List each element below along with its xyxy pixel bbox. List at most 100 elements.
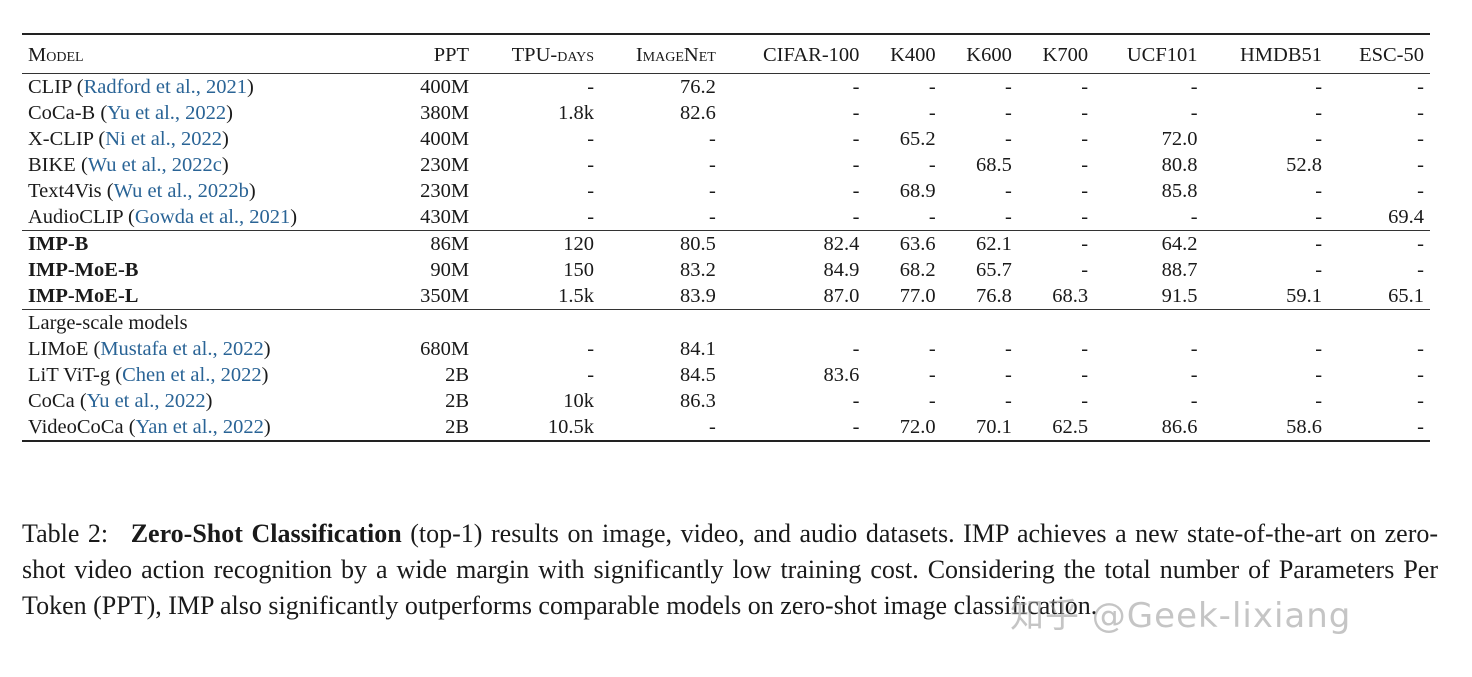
value-cell: -	[1005, 206, 1012, 228]
model-name: BIKE	[28, 154, 76, 176]
value-cell: 400M	[420, 128, 470, 150]
value-cell: -	[709, 416, 716, 438]
value-cell: -	[1005, 180, 1012, 202]
value-cell: -	[709, 128, 716, 150]
value-cell: -	[1315, 102, 1323, 124]
value-cell: -	[1081, 364, 1089, 386]
value-cell: -	[852, 338, 860, 360]
col-k700: K700	[1042, 44, 1089, 66]
value-cell: 120	[475, 230, 601, 257]
value-cell: 83.6	[823, 364, 860, 386]
value-cell: -	[1417, 180, 1424, 202]
model-name: IMP-B	[28, 233, 89, 255]
value-cell: -	[852, 76, 860, 98]
model-name: X-CLIP	[28, 128, 94, 150]
col-k400: K400	[890, 44, 936, 66]
value-cell: -	[1315, 76, 1323, 98]
table-row: Text4Vis (Wu et al., 2022b) 230M - - - 68.9 - -…	[22, 178, 1430, 204]
value-cell: -	[1315, 338, 1323, 360]
table-caption: Table 2: Zero-Shot Classification (top-1…	[22, 516, 1438, 624]
citation-link[interactable]: Wu et al., 2022c	[87, 154, 222, 176]
value-cell: 80.5	[600, 230, 722, 257]
header-row: Model PPT TPU-days ImageNet CIFAR-100 K4…	[22, 34, 1430, 74]
col-ucf101: UCF101	[1126, 44, 1198, 66]
value-cell: 230M	[420, 180, 470, 202]
caption-text: (top-1) results on image, video, and aud…	[22, 519, 1439, 620]
value-cell: -	[1081, 180, 1089, 202]
value-cell: 86.3	[679, 390, 716, 412]
table-row: IMP-MoE-L 350M 1.5k 83.9 87.0 77.0 76.8 68.3 91.…	[22, 283, 1430, 310]
value-cell: -	[587, 154, 595, 176]
citation-link[interactable]: Chen et al., 2022	[122, 364, 262, 386]
col-k600: K600	[966, 44, 1012, 66]
value-cell: 680M	[420, 338, 470, 360]
citation-link[interactable]: Yu et al., 2022	[86, 390, 206, 412]
model-cell: LIMoE (Mustafa et al., 2022)	[28, 338, 271, 360]
value-cell: 69.4	[1388, 206, 1424, 228]
value-cell: 76.8	[975, 285, 1012, 307]
value-cell: -	[852, 390, 860, 412]
value-cell: 68.2	[899, 259, 936, 281]
value-cell: -	[1417, 364, 1424, 386]
group-title: Large-scale models	[22, 309, 1430, 336]
value-cell: -	[928, 364, 936, 386]
value-cell: -	[852, 180, 860, 202]
value-cell: -	[1005, 364, 1012, 386]
citation-link[interactable]: Mustafa et al., 2022	[100, 338, 264, 360]
value-cell: -	[1081, 154, 1089, 176]
value-cell: -	[709, 206, 716, 228]
citation-link[interactable]: Radford et al., 2021	[83, 76, 248, 98]
value-cell: -	[1081, 76, 1089, 98]
value-cell: -	[1417, 76, 1424, 98]
value-cell: 65.2	[899, 128, 936, 150]
value-cell: -	[1417, 128, 1424, 150]
value-cell: 82.4	[721, 230, 866, 257]
value-cell: 64.2	[1094, 230, 1204, 257]
citation-link[interactable]: Wu et al., 2022b	[113, 180, 249, 202]
value-cell: 84.9	[823, 259, 860, 281]
table-row: X-CLIP (Ni et al., 2022) 400M - - - 65.2 - - 72.…	[22, 126, 1430, 152]
citation-link[interactable]: Gowda et al., 2021	[134, 206, 291, 228]
value-cell: 70.1	[975, 416, 1012, 438]
value-cell: -	[928, 76, 936, 98]
value-cell: 86.6	[1161, 416, 1198, 438]
table-row: BIKE (Wu et al., 2022c) 230M - - - - 68.5 - 80.8…	[22, 152, 1430, 178]
value-cell: -	[1315, 180, 1323, 202]
model-name: AudioCLIP	[28, 206, 123, 228]
value-cell: -	[1017, 230, 1095, 257]
model-name: CLIP	[28, 76, 72, 98]
value-cell: 80.8	[1161, 154, 1198, 176]
model-cell: VideoCoCa (Yan et al., 2022)	[28, 416, 271, 438]
value-cell: 68.3	[1052, 285, 1089, 307]
value-cell: 65.1	[1388, 285, 1424, 307]
citation-link[interactable]: Yan et al., 2022	[135, 416, 264, 438]
table-row: LIMoE (Mustafa et al., 2022) 680M - 84.1 - - -…	[22, 336, 1430, 362]
model-cell: CoCa (Yu et al., 2022)	[28, 390, 213, 412]
value-cell: -	[1005, 102, 1012, 124]
model-cell: IMP-MoE-L	[22, 283, 394, 310]
model-cell: CLIP (Radford et al., 2021)	[28, 76, 254, 98]
value-cell: 91.5	[1161, 285, 1198, 307]
value-cell: -	[1417, 102, 1424, 124]
col-model: Model	[28, 44, 84, 66]
value-cell: -	[1417, 259, 1424, 281]
table-row: CoCa (Yu et al., 2022) 2B 10k 86.3 - - - - - - -	[22, 388, 1430, 414]
value-cell: 77.0	[899, 285, 936, 307]
model-cell: IMP-B	[22, 230, 395, 257]
value-cell: -	[1315, 206, 1323, 228]
value-cell: 380M	[420, 102, 470, 124]
value-cell: -	[1081, 128, 1089, 150]
model-cell: BIKE (Wu et al., 2022c)	[28, 154, 229, 176]
value-cell: 1.5k	[558, 285, 595, 307]
value-cell: -	[1081, 102, 1089, 124]
value-cell: -	[1005, 390, 1012, 412]
value-cell: -	[928, 390, 936, 412]
value-cell: 85.8	[1161, 180, 1198, 202]
citation-link[interactable]: Ni et al., 2022	[105, 128, 222, 150]
citation-link[interactable]: Yu et al., 2022	[107, 102, 227, 124]
value-cell: -	[928, 154, 936, 176]
value-cell: -	[852, 206, 860, 228]
value-cell: 400M	[420, 76, 470, 98]
value-cell: 83.9	[679, 285, 716, 307]
value-cell: 430M	[420, 206, 470, 228]
